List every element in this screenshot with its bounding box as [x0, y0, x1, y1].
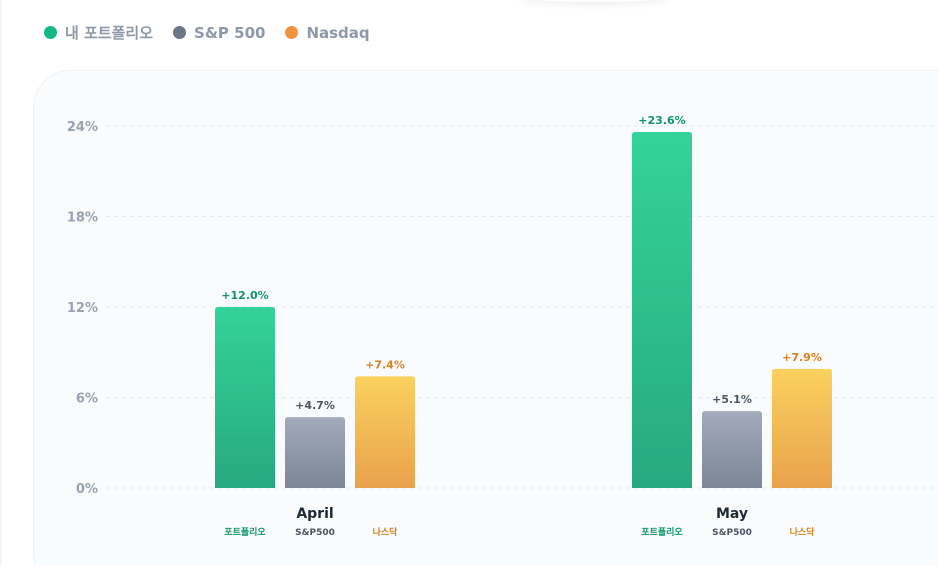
series-sub-label: S&P500 — [712, 528, 752, 538]
y-tick-label: 6% — [76, 392, 98, 407]
data-label: +7.4% — [365, 358, 405, 371]
legend-dot-sp500 — [173, 26, 187, 39]
legend-dot-portfolio — [44, 26, 57, 39]
series-sub-label: 포트폴리오 — [224, 526, 266, 538]
left-edge — [0, 0, 2, 565]
data-label: +12.0% — [221, 289, 268, 302]
data-label: +5.1% — [712, 393, 752, 406]
category-label: May — [716, 506, 748, 522]
series-sub-label: 포트폴리오 — [641, 526, 683, 538]
legend-label-portfolio: 내 포트폴리오 — [65, 24, 154, 42]
legend-item-nasdaq[interactable]: Nasdaq — [285, 23, 370, 42]
bar — [285, 417, 345, 488]
bar — [702, 411, 762, 488]
legend: 내 포트폴리오 S&P 500 Nasdaq — [44, 22, 370, 43]
legend-item-sp500[interactable]: S&P 500 — [173, 24, 265, 42]
data-label: +23.6% — [638, 114, 685, 127]
data-label: +4.7% — [295, 399, 335, 412]
data-label: +7.9% — [782, 351, 822, 364]
legend-label-sp500: S&P 500 — [194, 23, 266, 42]
category-label: April — [296, 506, 333, 522]
legend-item-portfolio[interactable]: 내 포트폴리오 — [44, 22, 153, 43]
bar — [772, 368, 832, 488]
y-tick-label: 0% — [76, 482, 98, 497]
bar — [215, 307, 275, 488]
series-sub-label: 나스닥 — [373, 526, 399, 538]
y-tick-label: 24% — [67, 120, 98, 135]
bar — [355, 376, 415, 488]
series-sub-label: S&P500 — [295, 528, 335, 538]
legend-label-nasdaq: Nasdaq — [306, 23, 370, 42]
bar — [632, 132, 692, 489]
series-sub-label: 나스닥 — [790, 526, 816, 538]
legend-dot-nasdaq — [285, 26, 299, 39]
y-tick-label: 18% — [67, 211, 98, 226]
y-tick-label: 12% — [67, 301, 98, 316]
